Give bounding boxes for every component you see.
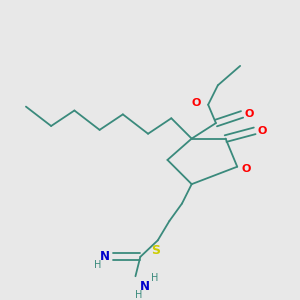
Text: H: H (135, 290, 142, 300)
Text: N: N (140, 280, 150, 293)
Text: O: O (241, 164, 250, 174)
Text: H: H (151, 273, 158, 283)
Text: O: O (191, 98, 200, 108)
Text: N: N (100, 250, 110, 263)
Text: O: O (258, 126, 267, 136)
Text: O: O (245, 110, 254, 119)
Text: H: H (94, 260, 101, 270)
Text: S: S (151, 244, 160, 257)
